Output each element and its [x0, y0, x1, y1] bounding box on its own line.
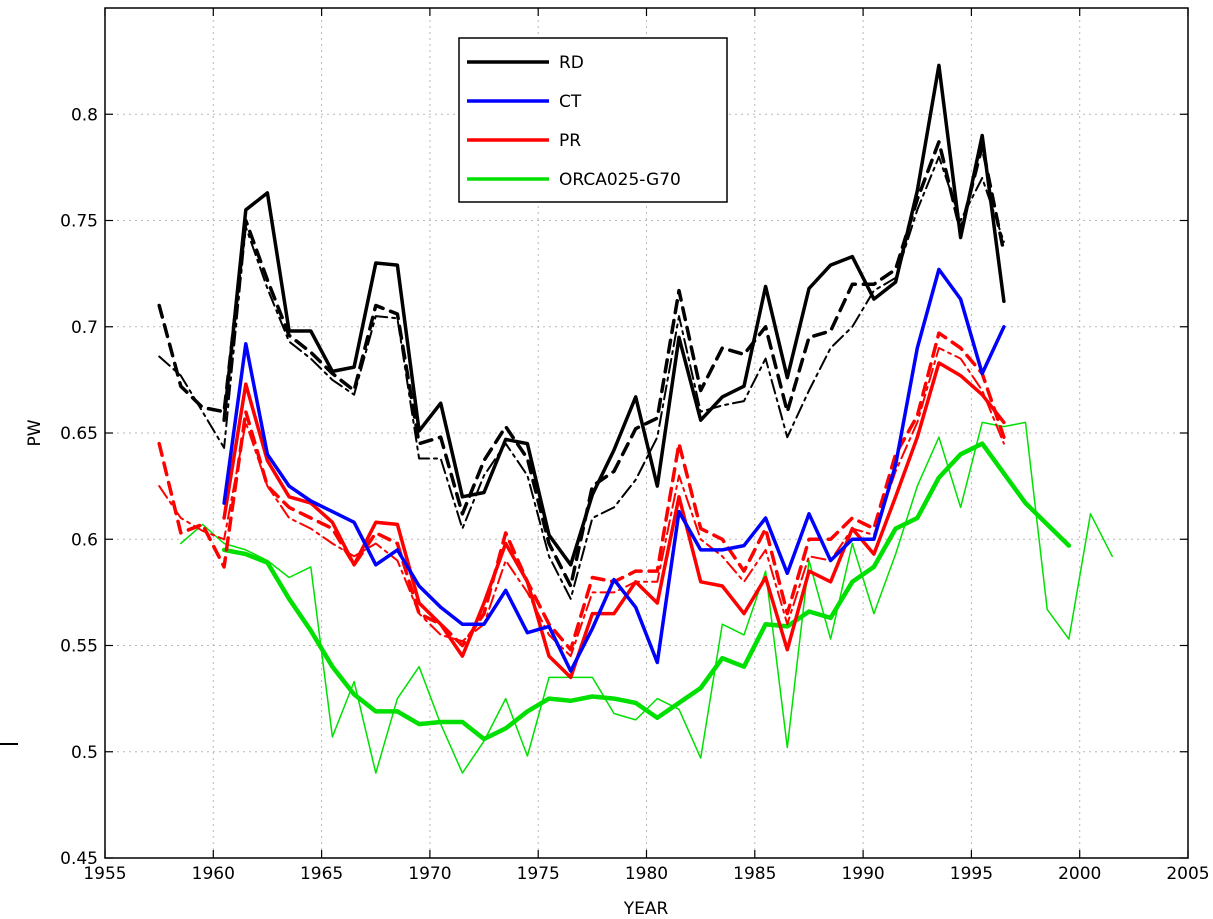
x-tick-label: 1985 — [733, 864, 776, 884]
x-tick-label: 1980 — [625, 864, 668, 884]
y-tick-label: 0.75 — [60, 212, 98, 232]
y-tick-label: 0.7 — [71, 318, 98, 338]
legend-label: ORCA025-G70 — [559, 170, 681, 190]
series-line-ct — [222, 267, 1006, 673]
x-tick-label: 1990 — [841, 864, 884, 884]
x-tick-label: 1955 — [83, 864, 126, 884]
y-tick-label: 0.45 — [60, 849, 98, 869]
legend-box — [458, 37, 728, 203]
x-tick-label: 2005 — [1166, 864, 1209, 884]
x-axis-label: YEAR — [623, 899, 669, 919]
y-tick-label: 0.55 — [60, 637, 98, 657]
x-tick-label: 1960 — [192, 864, 235, 884]
legend-label: CT — [559, 92, 582, 112]
y-tick-label: 0.65 — [60, 424, 98, 444]
x-tick-label: 2000 — [1058, 864, 1101, 884]
y-axis-ticks: 0.45 0.5 0.55 0.6 0.65 0.7 0.75 0.8 — [60, 105, 1188, 869]
legend-label: RD — [559, 53, 584, 73]
series-line-variant-1 — [157, 140, 1006, 588]
y-tick-label: 0.6 — [71, 530, 98, 550]
x-tick-label: 1995 — [950, 864, 993, 884]
x-axis-ticks: 1955 1960 1965 1970 1975 1980 1985 1990 1995 2000… — [83, 8, 1210, 884]
y-tick-label: 0.5 — [71, 743, 98, 763]
series-line-rd — [222, 63, 1006, 567]
y-axis-label: PW — [25, 419, 45, 446]
x-tick-label: 1965 — [300, 864, 343, 884]
x-tick-label: 1975 — [517, 864, 560, 884]
series-layer — [157, 63, 1113, 774]
x-tick-label: 1970 — [408, 864, 451, 884]
series-line-pr — [222, 361, 1006, 680]
legend: RD CT PR ORCA025-G70 — [458, 37, 728, 203]
series-line-orca025-g70 — [221, 441, 1072, 742]
series-line-variant-2 — [158, 155, 1005, 600]
y-tick-label: 0.8 — [71, 105, 98, 125]
series-line-variant-5 — [157, 331, 1006, 652]
legend-label: PR — [559, 131, 581, 151]
plot-frame — [104, 7, 1189, 859]
series-line-variant-6 — [158, 347, 1005, 658]
